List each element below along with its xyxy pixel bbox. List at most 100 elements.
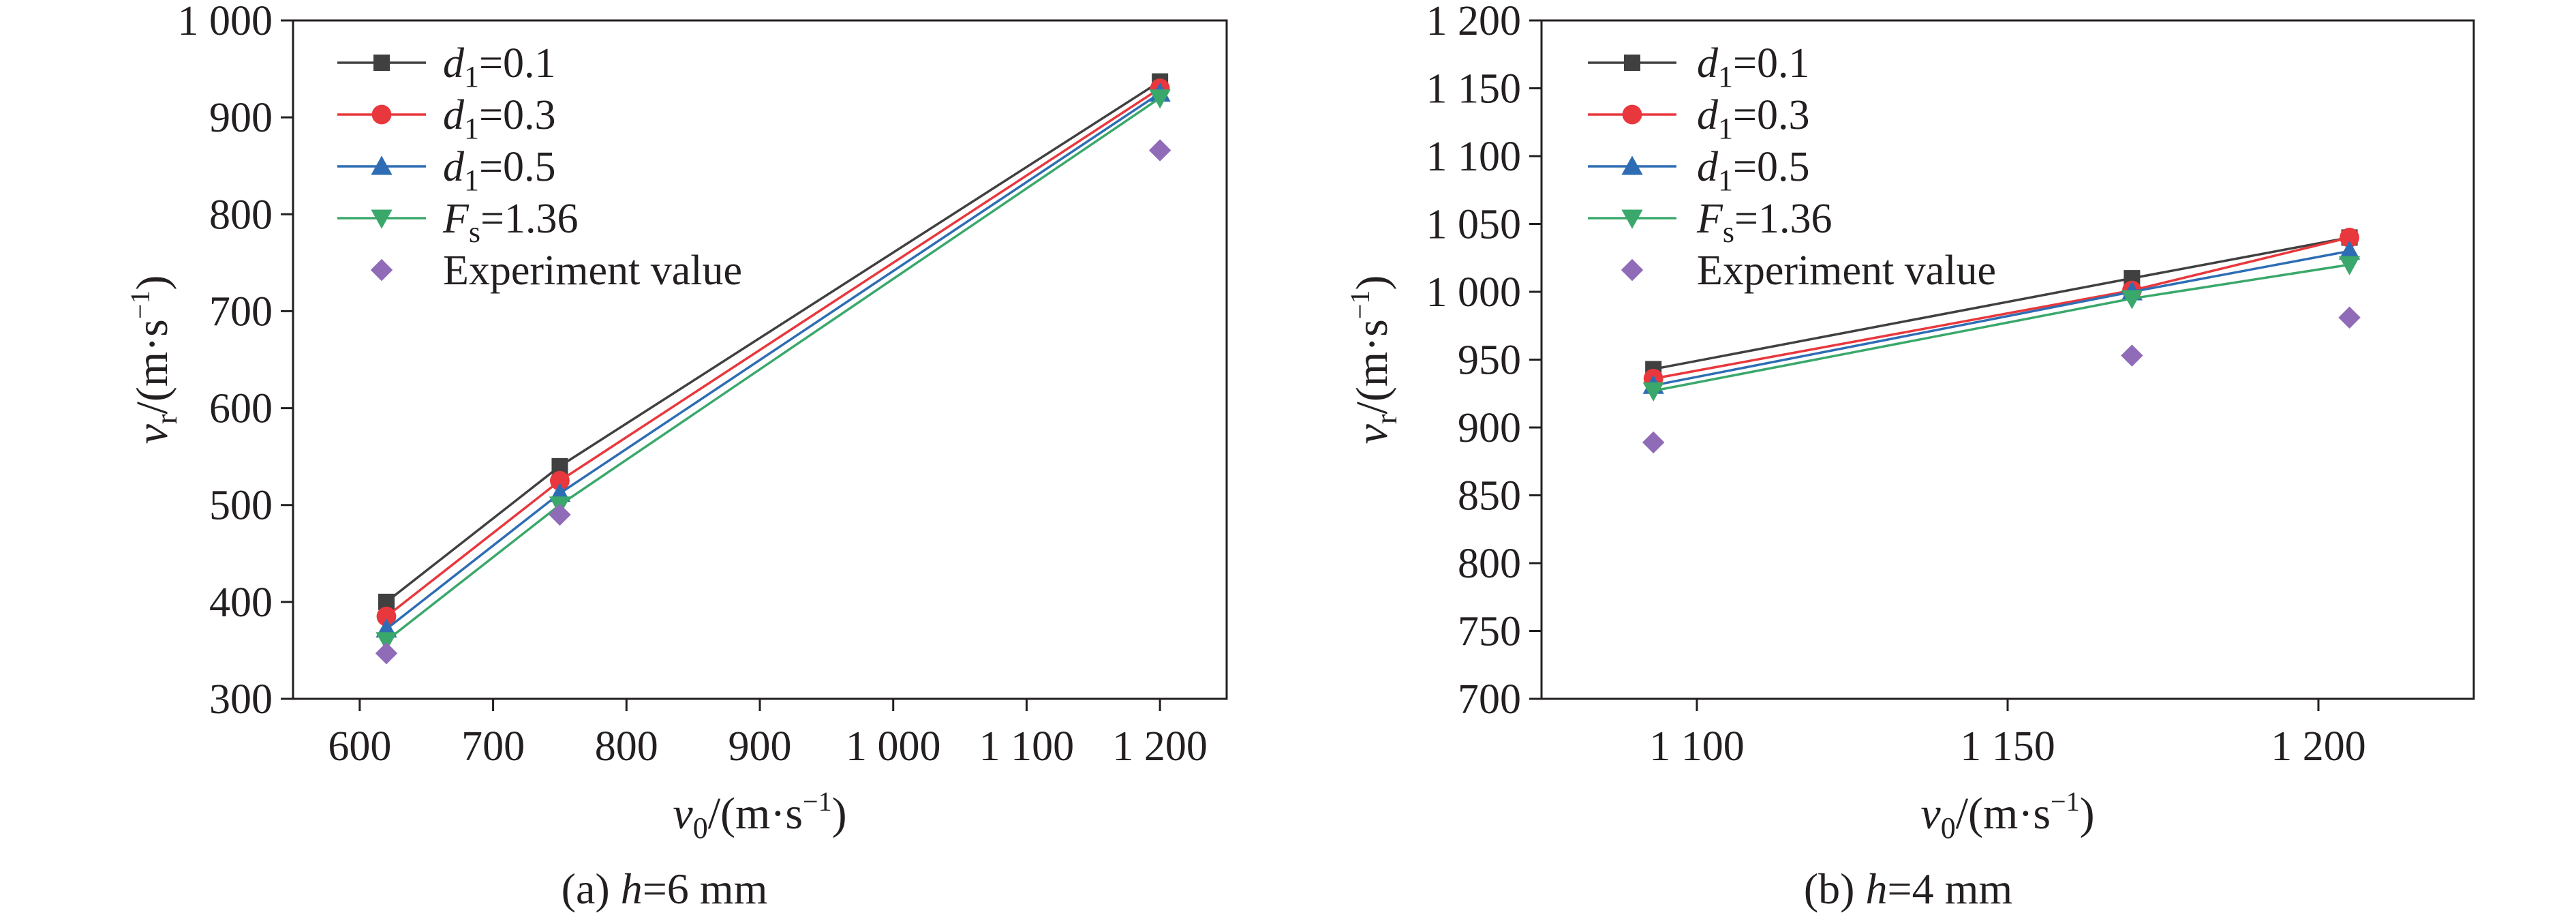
legend-label-var: d bbox=[443, 40, 465, 87]
chart-caption: (a) h=6 mm bbox=[562, 865, 768, 913]
x-axis-label: v0/(m·s−1) bbox=[1920, 786, 2094, 845]
legend-label-rest: =0.5 bbox=[479, 144, 555, 190]
data-point bbox=[2121, 290, 2143, 310]
y-tick-label: 1 200 bbox=[1426, 0, 1522, 44]
series-fs-1-36 bbox=[1642, 256, 2361, 402]
legend-marker bbox=[371, 209, 393, 229]
legend-marker bbox=[1624, 55, 1640, 71]
legend-label-sub: 1 bbox=[1718, 60, 1733, 93]
x-axis-label: v0/(m·s−1) bbox=[673, 786, 846, 845]
y-tick-label: 700 bbox=[209, 288, 273, 335]
x-axis-label-sub: 0 bbox=[1941, 811, 1956, 845]
legend-entry: d1=0.1 bbox=[337, 40, 555, 93]
y-tick-label: 900 bbox=[1458, 405, 1521, 451]
y-axis-label-var: v bbox=[1347, 423, 1397, 444]
x-axis-label-sub: 0 bbox=[693, 811, 708, 845]
y-axis-label-sup: −1 bbox=[125, 290, 155, 320]
x-axis-label-sup: −1 bbox=[2051, 786, 2080, 817]
y-tick-label: 800 bbox=[209, 192, 273, 238]
chart-a: 600 700 800 900 1 000 1 100 1 200 300 400 500 600 7… bbox=[125, 0, 1228, 913]
x-tick-label: 600 bbox=[328, 723, 391, 770]
y-axis-label: vr/(m·s−1) bbox=[125, 275, 183, 445]
legend-entry: d1=0.3 bbox=[1588, 92, 1809, 145]
chart-caption: (b) h=4 mm bbox=[1804, 865, 2012, 913]
y-tick-label: 800 bbox=[1458, 541, 1521, 587]
legend-label: d1=0.1 bbox=[1697, 40, 1809, 93]
y-tick-label: 600 bbox=[209, 386, 273, 432]
y-axis-label-var: v bbox=[127, 423, 177, 444]
y-axis-label-unit-close: ) bbox=[1347, 275, 1397, 290]
legend-label-var: d bbox=[443, 92, 465, 138]
y-axis-label-sup: −1 bbox=[1345, 290, 1375, 320]
chart-b: 1 100 1 150 1 200 700 750 800 850 900 950 1 000 1 … bbox=[1345, 0, 2475, 913]
data-point bbox=[1642, 431, 1665, 454]
y-tick-label: 950 bbox=[1458, 337, 1521, 384]
y-tick-label: 750 bbox=[1458, 609, 1521, 655]
legend-label: Experiment value bbox=[1697, 247, 1996, 294]
data-point bbox=[375, 642, 398, 665]
legend-label-sub: 1 bbox=[1718, 112, 1733, 145]
legend-label-rest: =1.36 bbox=[480, 196, 578, 242]
legend-label-rest: =0.1 bbox=[479, 40, 555, 87]
legend-entry: Experiment value bbox=[1621, 247, 1996, 294]
x-tick-label: 1 100 bbox=[979, 723, 1075, 770]
data-point bbox=[1149, 89, 1171, 109]
legend-label-sub: 1 bbox=[464, 112, 479, 145]
y-tick-label: 1 000 bbox=[1426, 269, 1522, 316]
legend-label-var: d bbox=[443, 144, 465, 190]
y-axis-label-unit: /(m·s bbox=[127, 319, 177, 414]
legend-entry: Experiment value bbox=[370, 247, 742, 294]
x-tick-label: 1 200 bbox=[2271, 723, 2366, 770]
x-tick-label: 1 200 bbox=[1112, 723, 1208, 770]
legend-entry: d1=0.5 bbox=[337, 144, 555, 197]
data-point bbox=[2340, 228, 2360, 247]
legend-label: d1=0.3 bbox=[1697, 92, 1809, 145]
data-point bbox=[2339, 240, 2361, 260]
legend-label-sub: s bbox=[1723, 215, 1734, 249]
y-axis-label-unit: /(m·s bbox=[1347, 319, 1397, 414]
y-tick-label: 1 050 bbox=[1426, 202, 1522, 248]
legend-label-rest: =0.1 bbox=[1733, 40, 1809, 87]
data-point bbox=[2338, 306, 2361, 329]
legend-label: d1=0.5 bbox=[1697, 144, 1809, 197]
legend-label-var: d bbox=[1697, 92, 1719, 138]
legend-marker bbox=[370, 258, 393, 282]
data-point bbox=[1148, 139, 1171, 162]
legend-label-rest: =1.36 bbox=[1734, 196, 1832, 242]
legend-entry: d1=0.1 bbox=[1588, 40, 1809, 93]
data-point bbox=[376, 606, 397, 627]
y-tick-label: 1 100 bbox=[1426, 134, 1522, 180]
data-point bbox=[549, 503, 571, 526]
legend-label-sub: 1 bbox=[1718, 164, 1733, 197]
x-axis-label-var: v bbox=[673, 789, 693, 839]
caption-prefix: (a) bbox=[562, 865, 621, 913]
legend-label-rest: =0.3 bbox=[479, 92, 555, 138]
x-axis-label-unit: /(m·s bbox=[1956, 789, 2051, 839]
legend-marker bbox=[1622, 104, 1642, 125]
legend-label-var: F bbox=[442, 196, 470, 242]
legend-marker bbox=[1621, 258, 1644, 282]
y-axis-label-unit-close: ) bbox=[127, 275, 177, 290]
y-tick-label: 1 150 bbox=[1426, 66, 1522, 112]
caption-prefix: (b) bbox=[1804, 865, 1866, 913]
legend-label: Fs=1.36 bbox=[442, 196, 578, 249]
y-tick-label: 400 bbox=[209, 580, 273, 626]
x-axis-label-unit: /(m·s bbox=[708, 789, 803, 839]
legend-entry: Fs=1.36 bbox=[337, 196, 578, 249]
legend-label: d1=0.1 bbox=[443, 40, 555, 93]
y-tick-label: 1 000 bbox=[178, 0, 273, 44]
y-axis-label-sub: r bbox=[150, 414, 183, 424]
legend-entry: Fs=1.36 bbox=[1588, 196, 1832, 249]
legend-label: d1=0.5 bbox=[443, 144, 555, 197]
x-tick-label: 900 bbox=[729, 723, 792, 770]
y-tick-label: 700 bbox=[1458, 676, 1521, 723]
legend-label-var: d bbox=[1697, 40, 1719, 87]
x-axis-label-unit-close: ) bbox=[2080, 789, 2095, 839]
legend-marker bbox=[1621, 155, 1643, 175]
x-axis-label-sup: −1 bbox=[803, 786, 832, 817]
x-tick-label: 1 150 bbox=[1960, 723, 2055, 770]
caption-suffix: =6 mm bbox=[643, 865, 768, 913]
